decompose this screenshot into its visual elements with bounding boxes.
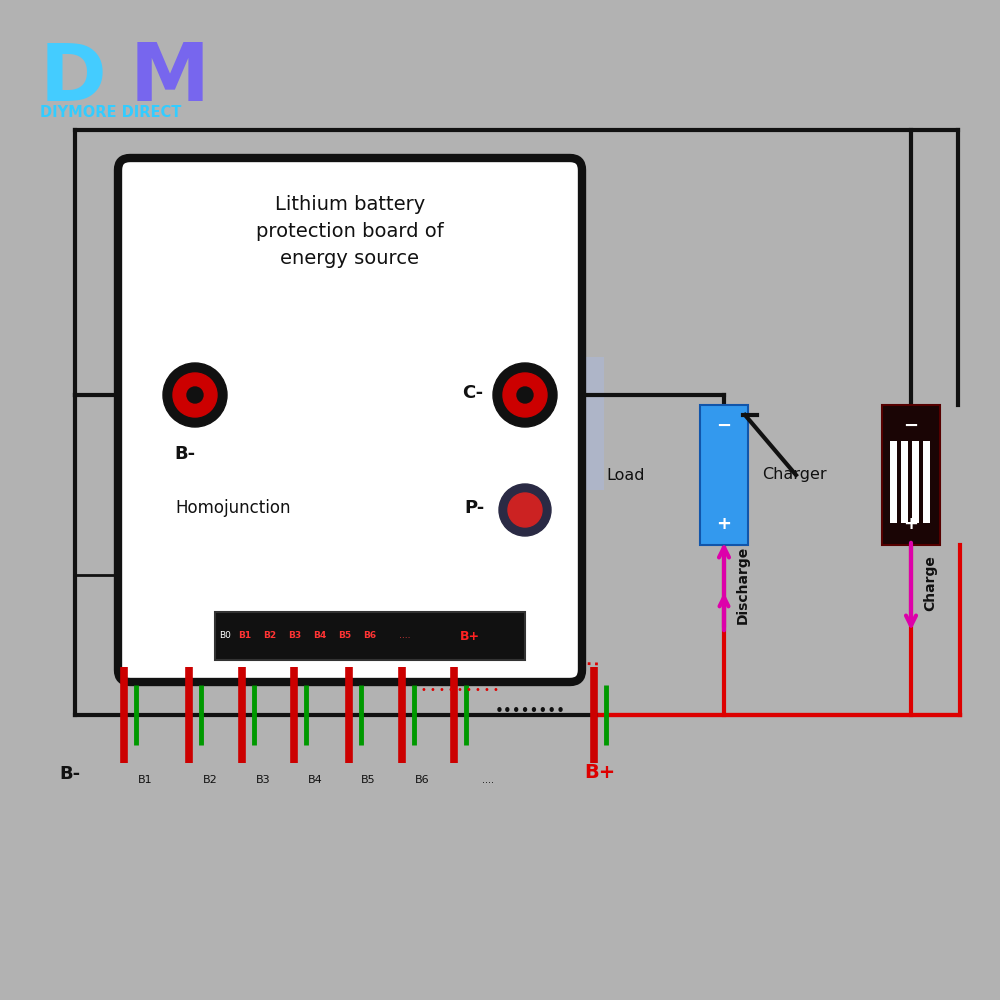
Bar xyxy=(882,405,940,545)
Text: M: M xyxy=(440,352,620,528)
Text: B0: B0 xyxy=(219,632,231,640)
Circle shape xyxy=(503,373,547,417)
Text: B2: B2 xyxy=(203,775,217,785)
Text: B3: B3 xyxy=(256,775,270,785)
Circle shape xyxy=(187,387,203,403)
Text: ....: .... xyxy=(399,632,411,640)
Text: Charge: Charge xyxy=(923,555,937,611)
Circle shape xyxy=(499,484,551,536)
Text: DIYMORE DIRECT: DIYMORE DIRECT xyxy=(40,105,181,120)
Text: B6: B6 xyxy=(363,632,377,640)
Text: B+: B+ xyxy=(584,763,616,782)
Text: Charger: Charger xyxy=(762,468,827,483)
Text: B-: B- xyxy=(59,765,81,783)
Text: B-: B- xyxy=(174,445,196,463)
Text: ....: .... xyxy=(482,775,494,785)
Text: B2: B2 xyxy=(263,632,277,640)
Text: • • • • • • • • •: • • • • • • • • • xyxy=(421,685,499,695)
Text: C-: C- xyxy=(462,384,483,402)
Text: Homojunction: Homojunction xyxy=(175,499,290,517)
Text: −: − xyxy=(716,417,732,435)
Circle shape xyxy=(173,373,217,417)
Text: B4: B4 xyxy=(308,775,322,785)
Text: M: M xyxy=(130,40,210,118)
Bar xyxy=(901,441,908,523)
Circle shape xyxy=(517,387,533,403)
Text: Discharge: Discharge xyxy=(736,546,750,624)
Text: Load: Load xyxy=(606,468,645,483)
Text: B1: B1 xyxy=(238,632,252,640)
Text: B3: B3 xyxy=(288,632,302,640)
Text: +: + xyxy=(904,515,918,533)
Circle shape xyxy=(508,493,542,527)
Bar xyxy=(912,441,919,523)
Text: D: D xyxy=(310,352,460,528)
Circle shape xyxy=(493,363,557,427)
Text: +: + xyxy=(716,515,732,533)
Text: Lithium battery
protection board of
energy source: Lithium battery protection board of ener… xyxy=(256,195,444,268)
Text: B5: B5 xyxy=(338,632,352,640)
Text: DIRECT: DIRECT xyxy=(418,530,502,550)
Bar xyxy=(890,441,897,523)
Circle shape xyxy=(163,363,227,427)
Bar xyxy=(923,441,930,523)
Text: D: D xyxy=(40,40,107,118)
Text: ••••••••: •••••••• xyxy=(494,704,566,720)
Text: −: − xyxy=(903,417,919,435)
Text: P-: P- xyxy=(465,499,485,517)
Text: B6: B6 xyxy=(415,775,429,785)
Text: B1: B1 xyxy=(138,775,152,785)
Text: B4: B4 xyxy=(313,632,327,640)
Text: B+: B+ xyxy=(460,630,480,642)
Bar xyxy=(215,612,525,660)
FancyBboxPatch shape xyxy=(118,158,582,682)
Text: B5: B5 xyxy=(361,775,375,785)
Bar xyxy=(700,405,748,545)
